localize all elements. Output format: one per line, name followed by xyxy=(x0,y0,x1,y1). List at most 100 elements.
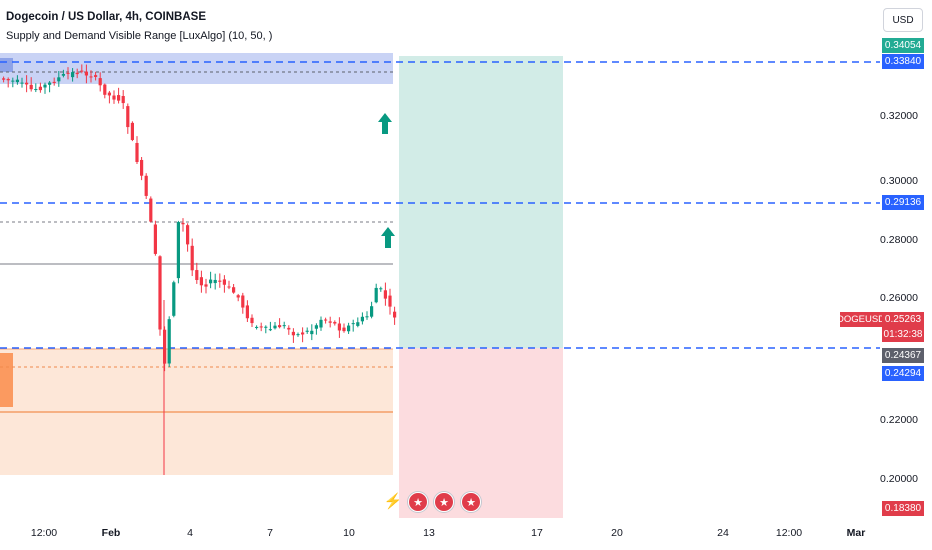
indicator-title[interactable]: Supply and Demand Visible Range [LuxAlgo… xyxy=(6,30,273,42)
candle-body xyxy=(393,311,397,318)
price-tag-level-bottom[interactable]: 0.24294 xyxy=(882,366,924,381)
time-label: 12:00 xyxy=(30,527,58,539)
candle-body xyxy=(158,256,162,330)
candle-body xyxy=(227,286,231,288)
candle-body xyxy=(117,95,121,101)
candle-body xyxy=(80,70,84,72)
price-tag-stop[interactable]: 0.18380 xyxy=(882,501,924,516)
candle-body xyxy=(153,224,157,254)
price-tag-grey[interactable]: 0.24367 xyxy=(882,348,924,363)
time-label: 4 xyxy=(187,527,193,539)
candle-body xyxy=(337,323,341,331)
candle-body xyxy=(264,326,268,328)
supply-zone xyxy=(0,53,393,84)
candle-body xyxy=(172,282,176,316)
time-label: 12:00 xyxy=(775,527,803,539)
buy-arrow-icon xyxy=(378,113,392,134)
candle-body xyxy=(360,316,364,322)
time-label: Feb xyxy=(101,527,121,539)
time-label: 20 xyxy=(611,527,623,539)
candle-body xyxy=(135,142,139,162)
candle-body xyxy=(356,322,360,326)
candle-body xyxy=(236,295,240,298)
candle-body xyxy=(351,323,355,325)
countdown-tag: 01:32:38 xyxy=(882,327,924,342)
candle-body xyxy=(291,331,295,336)
symbol-tag: DOGEUSD xyxy=(836,312,886,327)
candle-body xyxy=(296,334,300,336)
candle-body xyxy=(213,279,217,284)
candle-body xyxy=(6,78,10,81)
candle-body xyxy=(71,72,75,78)
candle-body xyxy=(190,245,194,271)
candle-body xyxy=(333,321,337,324)
candle-body xyxy=(144,175,148,196)
price-tick: 0.32000 xyxy=(880,110,918,122)
candle-body xyxy=(98,78,102,86)
us-flag-icon[interactable]: ★ xyxy=(434,492,454,512)
candle-body xyxy=(282,325,286,327)
candle-body xyxy=(370,306,374,317)
candle-body xyxy=(222,279,226,285)
candle-body xyxy=(15,79,19,83)
candle-body xyxy=(268,329,272,331)
candle-body xyxy=(29,84,33,90)
price-tick: 0.26000 xyxy=(880,292,918,304)
price-tag-high[interactable]: 0.34054 xyxy=(882,38,924,53)
candle-body xyxy=(374,287,378,303)
candle-body xyxy=(287,327,291,330)
price-tick: 0.28000 xyxy=(880,234,918,246)
currency-button[interactable]: USD xyxy=(883,8,923,32)
candle-body xyxy=(2,78,6,80)
us-flag-icon[interactable]: ★ xyxy=(461,492,481,512)
stop-zone xyxy=(399,348,563,518)
candle-body xyxy=(241,295,245,308)
demand-zone-volume xyxy=(0,353,13,407)
time-label: 7 xyxy=(267,527,273,539)
candle-body xyxy=(121,96,125,104)
buy-arrow-icon xyxy=(381,227,395,248)
symbol-title: Dogecoin / US Dollar, 4h, COINBASE xyxy=(6,11,207,23)
candle-body xyxy=(38,86,42,91)
candle-body xyxy=(75,72,79,75)
candle-body xyxy=(310,330,314,335)
candle-body xyxy=(57,77,61,82)
candle-body xyxy=(278,325,282,328)
candle-body xyxy=(186,225,190,245)
candle-body xyxy=(103,84,107,95)
candle-body xyxy=(181,222,185,225)
price-tag-current[interactable]: 0.25263 xyxy=(882,312,924,327)
candle-body xyxy=(84,71,88,76)
candle-body xyxy=(319,319,323,328)
time-label: 13 xyxy=(423,527,435,539)
candle-body xyxy=(130,122,134,140)
candle-body xyxy=(383,290,387,299)
candle-body xyxy=(209,279,213,284)
candle-body xyxy=(255,326,259,328)
candle-body xyxy=(314,325,318,329)
lightning-icon[interactable]: ⚡ xyxy=(383,493,403,510)
candle-body xyxy=(273,325,277,329)
candle-body xyxy=(61,73,65,76)
price-tag-level-top[interactable]: 0.33840 xyxy=(882,54,924,69)
candle-body xyxy=(167,319,171,364)
candle-body xyxy=(199,277,203,286)
us-flag-icon[interactable]: ★ xyxy=(408,492,428,512)
time-label: 24 xyxy=(717,527,729,539)
target-zone xyxy=(399,56,563,348)
candle-body xyxy=(324,319,328,321)
candle-body xyxy=(11,80,15,82)
candle-body xyxy=(94,75,98,77)
candle-body xyxy=(365,316,369,318)
candle-body xyxy=(149,198,153,222)
candle-body xyxy=(140,159,144,176)
time-label: Mar xyxy=(846,527,866,539)
candle-body xyxy=(245,305,249,319)
candle-body xyxy=(250,317,254,324)
candle-body xyxy=(379,288,383,290)
price-tag-level-mid[interactable]: 0.29136 xyxy=(882,195,924,210)
candle-body xyxy=(66,72,70,74)
candle-body xyxy=(347,325,351,332)
time-label: 17 xyxy=(531,527,543,539)
